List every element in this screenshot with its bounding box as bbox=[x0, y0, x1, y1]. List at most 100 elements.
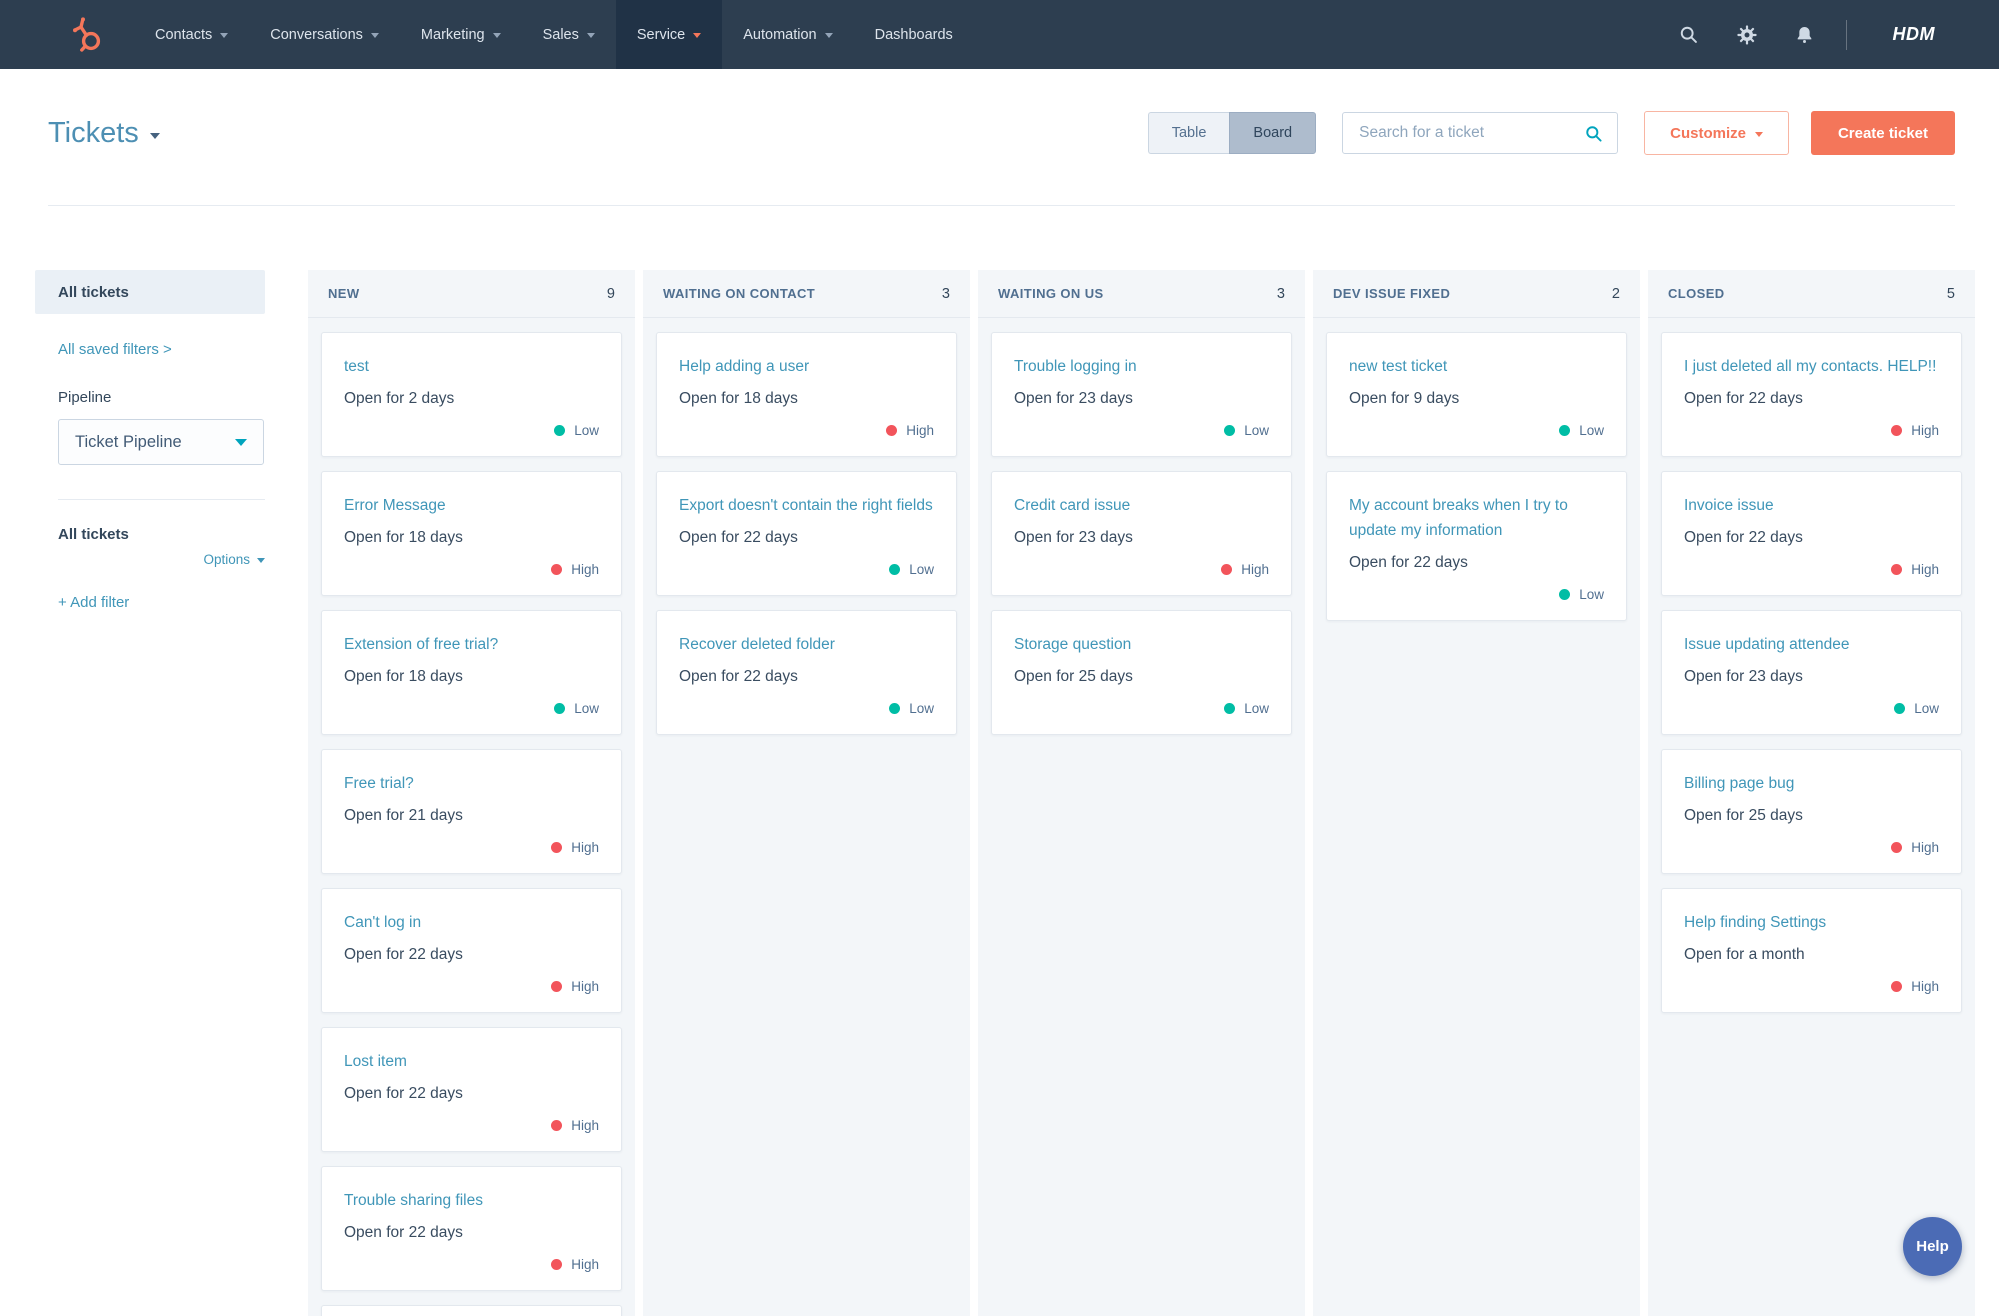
ticket-card[interactable]: test Open for 2 days Low bbox=[321, 332, 622, 457]
chevron-down-icon bbox=[824, 33, 833, 38]
nav-item-service[interactable]: Service bbox=[615, 0, 723, 69]
ticket-title-link[interactable]: Issue updating attendee bbox=[1684, 636, 1850, 653]
ticket-priority: Low bbox=[1349, 583, 1604, 605]
ticket-title-link[interactable]: Can't log in bbox=[344, 914, 422, 931]
page-title-dropdown[interactable]: Tickets bbox=[48, 117, 160, 150]
ticket-title-link[interactable]: Export doesn't contain the right fields bbox=[679, 497, 933, 514]
priority-label: Low bbox=[1914, 700, 1939, 716]
ticket-search-input[interactable] bbox=[1359, 124, 1585, 142]
ticket-card[interactable]: Export doesn't contain the right fields O… bbox=[656, 471, 957, 596]
ticket-card[interactable]: Invoice issue Open for 22 days High bbox=[1661, 471, 1962, 596]
priority-label: High bbox=[1241, 561, 1269, 577]
ticket-card[interactable]: Error Message Open for 18 days High bbox=[321, 471, 622, 596]
ticket-title-link[interactable]: Storage question bbox=[1014, 636, 1132, 653]
table-view-button[interactable]: Table bbox=[1147, 112, 1230, 154]
ticket-title-link[interactable]: Trouble logging in bbox=[1014, 358, 1137, 375]
ticket-title-link[interactable]: new test ticket bbox=[1349, 358, 1448, 375]
board-view-button[interactable]: Board bbox=[1229, 112, 1317, 154]
column-header: WAITING ON CONTACT 3 bbox=[643, 270, 970, 318]
ticket-priority: Low bbox=[679, 697, 934, 719]
customize-button[interactable]: Customize bbox=[1644, 111, 1789, 155]
ticket-card-partial[interactable] bbox=[321, 1305, 622, 1316]
ticket-title-link[interactable]: Error Message bbox=[344, 497, 446, 514]
ticket-card[interactable]: new test ticket Open for 9 days Low bbox=[1326, 332, 1627, 457]
options-dropdown[interactable]: Options bbox=[35, 552, 265, 567]
ticket-card[interactable]: Free trial? Open for 21 days High bbox=[321, 749, 622, 874]
priority-dot bbox=[1224, 424, 1236, 436]
ticket-card[interactable]: Storage question Open for 25 days Low bbox=[991, 610, 1292, 735]
priority-dot bbox=[551, 1119, 563, 1131]
ticket-open-duration: Open for 22 days bbox=[679, 529, 798, 546]
ticket-card[interactable]: My account breaks when I try to update m… bbox=[1326, 471, 1627, 621]
ticket-title-link[interactable]: Credit card issue bbox=[1014, 497, 1131, 514]
top-navigation-bar: Contacts Conversations Marketing Sales Servi… bbox=[0, 0, 1999, 69]
ticket-card[interactable]: Credit card issue Open for 23 days High bbox=[991, 471, 1292, 596]
nav-item-marketing[interactable]: Marketing bbox=[400, 0, 522, 69]
ticket-card[interactable]: Recover deleted folder Open for 22 days Lo… bbox=[656, 610, 957, 735]
ticket-card[interactable]: Lost item Open for 22 days High bbox=[321, 1027, 622, 1152]
ticket-card[interactable]: Trouble logging in Open for 23 days Low bbox=[991, 332, 1292, 457]
ticket-priority: High bbox=[679, 419, 934, 441]
ticket-card[interactable]: Extension of free trial? Open for 18 days… bbox=[321, 610, 622, 735]
nav-item-label: Marketing bbox=[420, 26, 485, 43]
ticket-title-link[interactable]: I just deleted all my contacts. HELP!! bbox=[1684, 358, 1937, 375]
ticket-open-duration: Open for 22 days bbox=[1684, 390, 1803, 407]
priority-dot bbox=[1559, 424, 1571, 436]
pipeline-select[interactable]: Ticket Pipeline bbox=[58, 419, 264, 465]
ticket-card[interactable]: Can't log in Open for 22 days High bbox=[321, 888, 622, 1013]
ticket-title-link[interactable]: Extension of free trial? bbox=[344, 636, 499, 653]
nav-item-contacts[interactable]: Contacts bbox=[134, 0, 249, 69]
ticket-card[interactable]: Help finding Settings Open for a month Hig… bbox=[1661, 888, 1962, 1013]
ticket-card[interactable]: Trouble sharing files Open for 22 days Hig… bbox=[321, 1166, 622, 1291]
column-name: DEV ISSUE FIXED bbox=[1333, 286, 1451, 301]
ticket-card[interactable]: I just deleted all my contacts. HELP!! Op… bbox=[1661, 332, 1962, 457]
nav-item-conversations[interactable]: Conversations bbox=[249, 0, 400, 69]
sidebar-item-all-tickets[interactable]: All tickets bbox=[35, 270, 265, 314]
ticket-title-link[interactable]: Invoice issue bbox=[1684, 497, 1774, 514]
notifications-icon[interactable] bbox=[1794, 24, 1816, 46]
priority-dot bbox=[1891, 424, 1903, 436]
ticket-title-link[interactable]: Help finding Settings bbox=[1684, 914, 1827, 931]
nav-item-automation[interactable]: Automation bbox=[722, 0, 853, 69]
account-menu[interactable]: HDM bbox=[1892, 24, 1935, 44]
column-cards: test Open for 2 days Low Error Message Open … bbox=[308, 318, 635, 1316]
search-icon[interactable] bbox=[1584, 124, 1603, 143]
add-filter-link[interactable]: + Add filter bbox=[58, 594, 130, 611]
priority-label: High bbox=[1911, 422, 1939, 438]
search-icon[interactable] bbox=[1678, 24, 1700, 46]
ticket-title-link[interactable]: Free trial? bbox=[344, 775, 414, 792]
priority-label: High bbox=[571, 1117, 599, 1133]
ticket-priority: Low bbox=[1014, 419, 1269, 441]
ticket-title-link[interactable]: Help adding a user bbox=[679, 358, 810, 375]
help-button[interactable]: Help bbox=[1903, 1217, 1962, 1276]
hubspot-sprocket-logo[interactable] bbox=[0, 0, 134, 69]
all-saved-filters-link[interactable]: All saved filters > bbox=[58, 341, 172, 358]
ticket-title-link[interactable]: Recover deleted folder bbox=[679, 636, 835, 653]
board-column-closed: CLOSED 5 I just deleted all my contacts. H… bbox=[1648, 270, 1975, 1316]
ticket-title-link[interactable]: My account breaks when I try to update m… bbox=[1349, 497, 1568, 539]
ticket-title-link[interactable]: test bbox=[344, 358, 369, 375]
column-count: 5 bbox=[1946, 285, 1955, 302]
page-title: Tickets bbox=[48, 116, 139, 149]
content-area: All tickets All saved filters > Pipeline… bbox=[0, 206, 1999, 1316]
ticket-card[interactable]: Help adding a user Open for 18 days High bbox=[656, 332, 957, 457]
main-nav: Contacts Conversations Marketing Sales Servi… bbox=[134, 0, 974, 69]
priority-dot bbox=[551, 563, 563, 575]
create-ticket-button[interactable]: Create ticket bbox=[1810, 111, 1955, 155]
priority-label: Low bbox=[574, 700, 599, 716]
nav-item-label: Contacts bbox=[155, 26, 213, 43]
ticket-title-link[interactable]: Lost item bbox=[344, 1053, 407, 1070]
view-toggle: Table Board bbox=[1147, 112, 1317, 154]
settings-icon[interactable] bbox=[1736, 24, 1758, 46]
ticket-card[interactable]: Billing page bug Open for 25 days High bbox=[1661, 749, 1962, 874]
ticket-title-link[interactable]: Billing page bug bbox=[1684, 775, 1795, 792]
nav-right-section: HDM bbox=[1642, 0, 1999, 69]
ticket-title-link[interactable]: Trouble sharing files bbox=[344, 1192, 483, 1209]
ticket-card[interactable]: Issue updating attendee Open for 23 days L… bbox=[1661, 610, 1962, 735]
column-name: WAITING ON US bbox=[998, 286, 1104, 301]
priority-dot bbox=[1894, 702, 1906, 714]
column-header: NEW 9 bbox=[308, 270, 635, 318]
nav-item-sales[interactable]: Sales bbox=[522, 0, 616, 69]
nav-item-dashboards[interactable]: Dashboards bbox=[854, 0, 974, 69]
priority-label: High bbox=[571, 978, 599, 994]
